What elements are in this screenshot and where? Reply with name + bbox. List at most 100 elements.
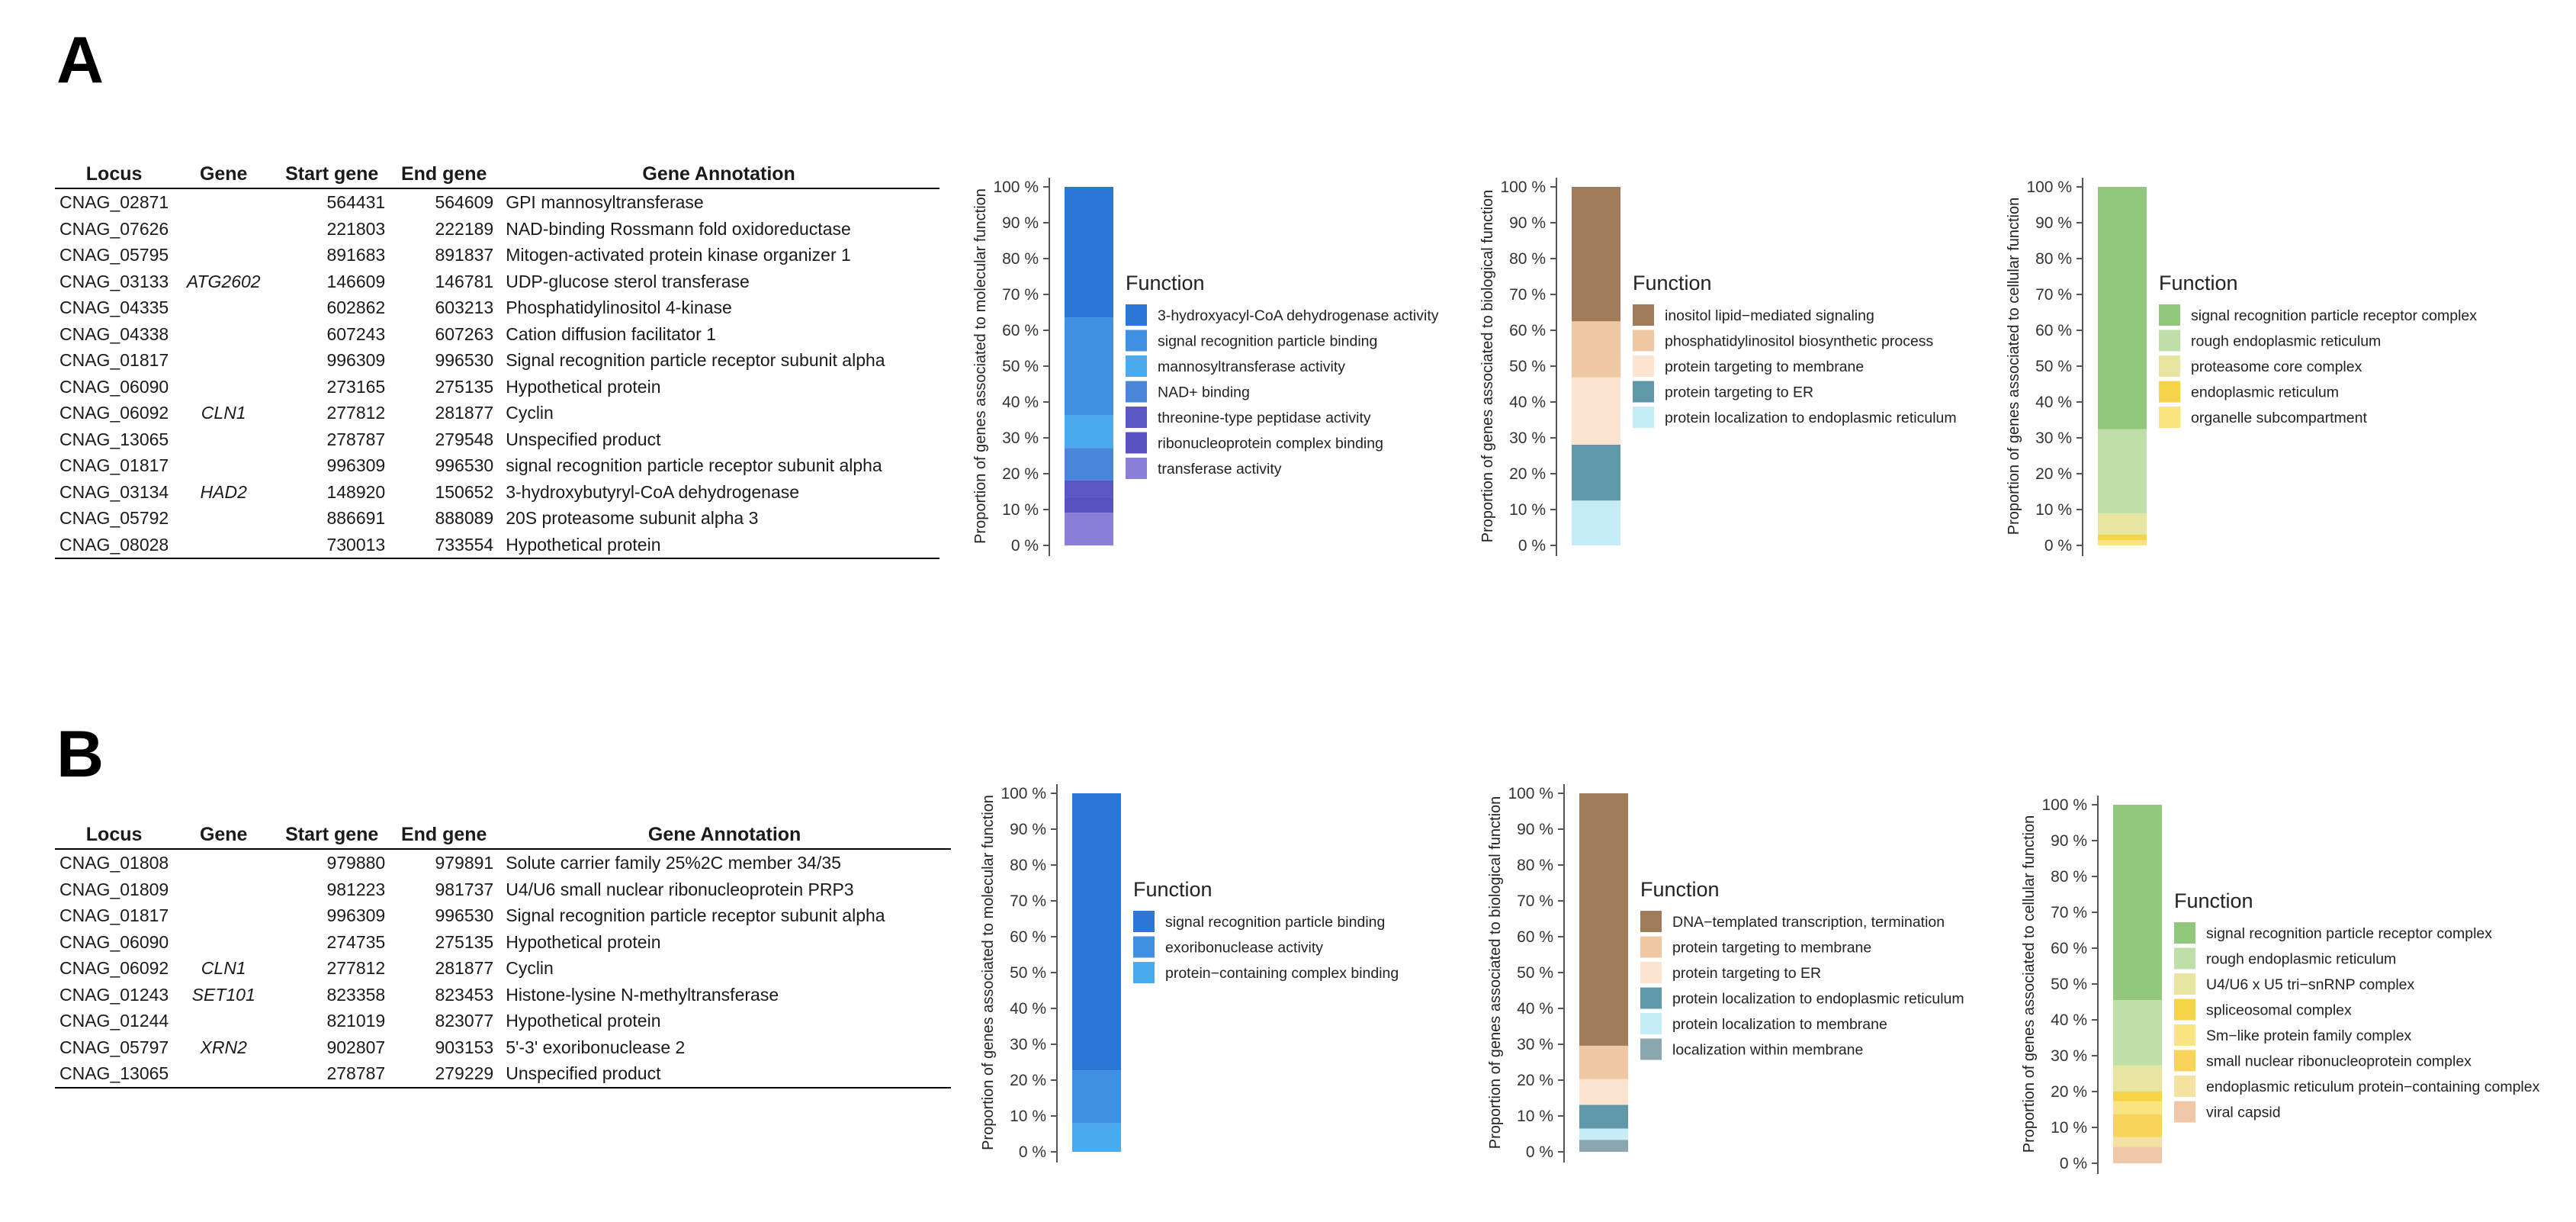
legend-label: protein localization to membrane <box>1672 1016 1887 1033</box>
legend-title: Function <box>2174 889 2253 912</box>
cell-gene <box>173 929 274 956</box>
y-tick-label: 10 % <box>1010 1108 1046 1125</box>
legend-label: rough endoplasmic reticulum <box>2191 333 2381 350</box>
table-row: CNAG_07626 221803 222189 NAD-binding Rossma… <box>55 216 940 243</box>
cell-end-gene: 996530 <box>435 455 494 475</box>
table-row: CNAG_05792 886691 888089 20S proteasome sub… <box>55 505 940 532</box>
legend-swatch <box>1640 962 1662 983</box>
y-tick-label: 50 % <box>1509 358 1546 375</box>
cell-gene-annotation: NAD-binding Rossmann fold oxidoreductase <box>506 218 851 239</box>
y-tick-label: 60 % <box>2035 322 2072 339</box>
legend-label: exoribonuclease activity <box>1165 940 1323 957</box>
cell-locus: CNAG_13065 <box>55 1060 174 1089</box>
y-tick-label: 70 % <box>1002 286 1039 304</box>
bar-segment <box>2098 539 2147 545</box>
cell-gene-annotation: signal recognition particle receptor sub… <box>506 455 882 475</box>
cell-start-gene: 730013 <box>274 531 390 559</box>
cell-gene <box>173 321 274 348</box>
legend-label: signal recognition particle binding <box>1158 333 1377 350</box>
bar-segment <box>1579 1105 1628 1129</box>
cell-gene-annotation: Signal recognition particle receptor sub… <box>506 350 885 370</box>
cell-end-gene: 275135 <box>435 376 494 397</box>
cell-start-gene: 891683 <box>326 245 386 265</box>
cell-locus: CNAG_01817 <box>59 350 169 370</box>
cell-gene-annotation: Cation diffusion facilitator 1 <box>506 323 716 344</box>
y-tick-label: 50 % <box>2035 358 2072 375</box>
bar-segment <box>1579 1140 1628 1152</box>
chart-a-molecular-function: Proportion of genes associated to molecu… <box>972 178 1439 556</box>
cell-end-gene: 564609 <box>435 192 494 212</box>
cell-gene <box>173 1008 274 1034</box>
y-tick-label: 40 % <box>2035 394 2072 411</box>
cell-start-gene: 277812 <box>326 403 386 423</box>
y-tick-label: 70 % <box>1010 892 1046 910</box>
panel-label-b: B <box>56 718 104 791</box>
table-row: CNAG_01817 996309 996530 signal recognition… <box>55 452 940 479</box>
legend-title: Function <box>1633 272 1712 294</box>
cell-end-gene: 996530 <box>435 350 494 370</box>
legend-swatch <box>1640 936 1662 958</box>
header-gene-annotation: Gene Annotation <box>498 824 951 850</box>
y-tick-label: 90 % <box>2035 214 2072 232</box>
cell-locus: CNAG_01808 <box>59 853 169 873</box>
cell-gene-annotation: Histone-lysine N-methyltransferase <box>506 984 779 1005</box>
y-tick-label: 20 % <box>2035 465 2072 483</box>
bar-segment <box>1579 1079 1628 1105</box>
y-tick-label: 0 % <box>1011 537 1039 555</box>
cell-gene-annotation: Unspecified product <box>498 1060 951 1089</box>
legend-label: endoplasmic reticulum <box>2191 384 2339 401</box>
legend-title: Function <box>1126 272 1205 294</box>
header-end-gene: End gene <box>390 824 499 850</box>
table-row: CNAG_03133 ATG2602 146609 146781 UDP-glucose… <box>55 269 940 295</box>
cell-end-gene: 733554 <box>390 531 499 559</box>
cell-locus: CNAG_01243 <box>59 984 169 1005</box>
cell-gene <box>173 505 274 532</box>
cell-locus: CNAG_06092 <box>59 958 169 978</box>
cell-gene-annotation: 5'-3' exoribonuclease 2 <box>506 1037 686 1057</box>
legend-label: protein targeting to ER <box>1665 384 1813 401</box>
header-locus: Locus <box>55 824 174 850</box>
legend-swatch <box>1126 381 1147 403</box>
cell-end-gene: 222189 <box>435 218 494 239</box>
legend-title: Function <box>1640 878 1720 901</box>
cell-end-gene: 279548 <box>435 429 494 449</box>
table-row: CNAG_13065 278787 279548 Unspecified produc… <box>55 426 940 453</box>
chart-b-molecular-function: Proportion of genes associated to molecu… <box>980 784 1399 1163</box>
y-tick-label: 100 % <box>1500 178 1546 196</box>
legend-label: localization within membrane <box>1672 1042 1863 1059</box>
legend-swatch <box>2159 330 2180 352</box>
cell-end-gene: 903153 <box>435 1037 494 1057</box>
cell-start-gene: 823358 <box>326 984 386 1005</box>
bar-segment <box>1572 321 1620 378</box>
cell-locus: CNAG_06092 <box>59 403 169 423</box>
bar-segment <box>1065 415 1113 449</box>
cell-gene: CLN1 <box>201 403 246 423</box>
cell-locus: CNAG_05797 <box>59 1037 169 1057</box>
y-tick-label: 30 % <box>1010 1036 1046 1053</box>
legend-label: Sm−like protein family complex <box>2206 1027 2412 1044</box>
bar-segment <box>1579 1128 1628 1140</box>
legend-swatch <box>1633 304 1654 326</box>
cell-locus: CNAG_01244 <box>59 1011 169 1031</box>
legend-swatch <box>2159 381 2180 403</box>
bar-segment <box>2113 1065 2162 1092</box>
cell-start-gene: 564431 <box>326 192 386 212</box>
cell-locus: CNAG_03133 <box>59 271 169 291</box>
y-tick-label: 90 % <box>2051 832 2087 850</box>
bar-segment <box>2098 513 2147 535</box>
table-row: CNAG_03134 HAD2 148920 150652 3-hydroxybutyr… <box>55 479 940 506</box>
y-tick-label: 90 % <box>1010 821 1046 838</box>
cell-locus: CNAG_06090 <box>59 931 169 952</box>
cell-gene-annotation: Cyclin <box>506 403 554 423</box>
legend-label: signal recognition particle binding <box>1165 914 1385 931</box>
legend-swatch <box>1640 987 1662 1009</box>
legend-label: rough endoplasmic reticulum <box>2206 951 2396 968</box>
bar-segment <box>2113 1137 2162 1147</box>
table-row: CNAG_01817 996309 996530 Signal recognition… <box>55 902 951 929</box>
table-row: CNAG_05797 XRN2 902807 903153 5'-3' exoribon… <box>55 1034 951 1061</box>
legend-swatch <box>1126 432 1147 454</box>
cell-gene <box>173 374 274 400</box>
cell-locus: CNAG_08028 <box>55 531 174 559</box>
panel-label-a: A <box>56 24 104 97</box>
y-tick-label: 40 % <box>1002 394 1039 411</box>
